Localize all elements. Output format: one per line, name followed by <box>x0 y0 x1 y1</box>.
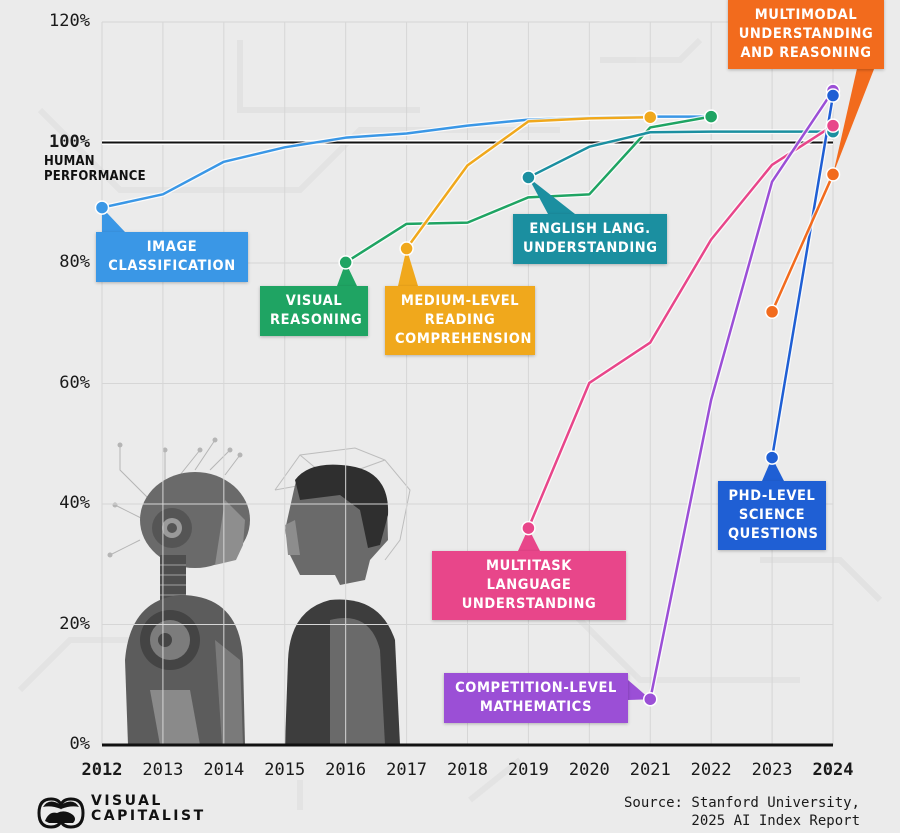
series-line-english-lang-understanding <box>527 130 833 179</box>
robot-and-human-illustration <box>107 437 411 745</box>
logo-line-1: VISUAL <box>91 793 163 809</box>
callout-text-line: MULTITASK LANGUAGE <box>485 558 572 593</box>
x-tick-label: 2020 <box>568 760 610 780</box>
binoculars-logo-icon <box>37 797 85 829</box>
y-tick-label: 80% <box>59 252 90 272</box>
data-point-visual-reasoning <box>703 109 719 124</box>
x-tick-label: 2024 <box>812 760 854 780</box>
series-lines <box>101 89 836 700</box>
x-tick-label: 2022 <box>690 760 732 780</box>
callout-pointer-multitask-language-understanding <box>518 528 540 551</box>
callout-english-lang-understanding: ENGLISH LANG. UNDERSTANDING <box>513 214 667 264</box>
callout-competition-math: COMPETITION-LEVEL MATHEMATICS <box>444 673 628 723</box>
source-line-2: 2025 AI Index Report <box>691 813 860 829</box>
callout-text-line: AND REASONING <box>740 45 872 61</box>
callout-text-line: UNDERSTANDING <box>523 240 658 256</box>
x-tick-label: 2021 <box>629 760 671 780</box>
series-line-multitask-language-understanding <box>527 124 834 529</box>
callout-text-line: PHD-LEVEL <box>728 488 816 504</box>
series-points <box>94 83 841 707</box>
data-point-multimodal-understanding-and-reasoning <box>764 304 780 320</box>
callout-pointer-phd-level-science-questions <box>762 457 784 481</box>
source-note: Source: Stanford University, 2025 AI Ind… <box>624 794 860 830</box>
series-line-competition-level-mathematics <box>649 89 835 700</box>
callout-text-line: MATHEMATICS <box>479 699 593 715</box>
data-point-multitask-language-understanding <box>521 520 536 536</box>
callout-multimodal: MULTIMODAL UNDERSTANDING AND REASONING <box>728 0 884 69</box>
data-point-multitask-language-understanding <box>825 118 841 133</box>
data-point-competition-level-mathematics <box>643 691 658 707</box>
x-tick-label: 2016 <box>325 760 367 780</box>
callout-text-line: MEDIUM-LEVEL <box>400 293 520 309</box>
callout-pointer-english-lang-understanding <box>528 177 575 214</box>
y-tick-label: 20% <box>59 613 90 634</box>
callout-text-line: CLASSIFICATION <box>108 258 236 274</box>
y-tick-label: 60% <box>59 372 90 393</box>
series-halo-multitask-language-understanding <box>526 123 835 530</box>
data-point-phd-level-science-questions <box>825 88 841 103</box>
callout-text-line: UNDERSTANDING <box>461 596 597 612</box>
data-point-image-classification <box>94 200 110 215</box>
callout-pointers <box>102 64 876 700</box>
x-tick-label: 2019 <box>507 760 549 780</box>
data-point-multimodal-understanding-and-reasoning <box>825 167 841 182</box>
x-tick-label: 2012 <box>81 760 123 780</box>
callout-visual-reasoning: VISUAL REASONING <box>260 286 368 336</box>
data-point-phd-level-science-questions <box>764 450 780 465</box>
series-line-medium-level-reading-comprehension <box>405 115 651 250</box>
series-line-phd-level-science-questions <box>770 95 835 458</box>
data-point-english-lang-understanding <box>521 170 536 185</box>
callout-image-classification: IMAGE CLASSIFICATION <box>96 232 248 282</box>
callout-text-line: UNDERSTANDING <box>738 26 874 42</box>
callout-text-line: COMPETITION-LEVEL <box>455 680 617 696</box>
data-point-visual-reasoning <box>338 255 353 270</box>
callout-text-line: SCIENCE <box>738 507 806 523</box>
source-line-1: Source: Stanford University, <box>623 795 860 811</box>
callout-text-line: ENGLISH LANG. <box>529 221 651 237</box>
callout-text-line: REASONING <box>270 312 363 328</box>
y-tick-label: 40% <box>59 493 90 513</box>
callout-text-line: READING <box>424 312 496 328</box>
callout-multitask-language: MULTITASK LANGUAGE UNDERSTANDING <box>432 551 626 620</box>
x-tick-label: 2018 <box>447 760 488 780</box>
y-tick-label: 120% <box>49 11 90 31</box>
x-tick-label: 2013 <box>142 760 184 780</box>
callout-text-line: VISUAL <box>285 293 343 309</box>
data-point-medium-level-reading-comprehension <box>399 241 414 256</box>
callout-text-line: MULTIMODAL <box>754 7 858 23</box>
x-tick-label: 2017 <box>386 760 428 780</box>
x-tick-label: 2023 <box>751 760 793 780</box>
human-performance-text: HUMAN PERFORMANCE <box>44 154 146 184</box>
callout-medium-level-reading: MEDIUM-LEVEL READING COMPREHENSION <box>385 286 535 355</box>
logo-line-2: CAPITALIST <box>91 808 206 824</box>
y-tick-label: 0% <box>69 734 90 754</box>
callout-pointer-multimodal-understanding-and-reasoning <box>833 64 876 175</box>
callout-pointer-image-classification <box>102 207 125 232</box>
series-halo-competition-level-mathematics <box>647 89 836 700</box>
y-tick-label: 100% <box>49 131 90 152</box>
callout-phd-science: PHD-LEVEL SCIENCE QUESTIONS <box>718 481 826 550</box>
callout-text-line: COMPREHENSION <box>395 331 532 347</box>
x-tick-label: 2014 <box>203 760 245 780</box>
data-point-medium-level-reading-comprehension <box>643 109 658 125</box>
callout-pointer-visual-reasoning <box>337 262 357 286</box>
callout-text-line: QUESTIONS <box>728 526 819 542</box>
callout-pointer-medium-level-reading-comprehension <box>398 248 418 286</box>
callout-text-line: IMAGE <box>146 239 198 255</box>
series-line-visual-reasoning <box>344 115 712 264</box>
x-tick-label: 2015 <box>264 760 306 780</box>
human-performance-label: HUMAN PERFORMANCE <box>44 154 154 184</box>
visual-capitalist-logo: VISUAL CAPITALIST <box>35 793 205 829</box>
series-line-multimodal-understanding-and-reasoning <box>770 173 835 313</box>
